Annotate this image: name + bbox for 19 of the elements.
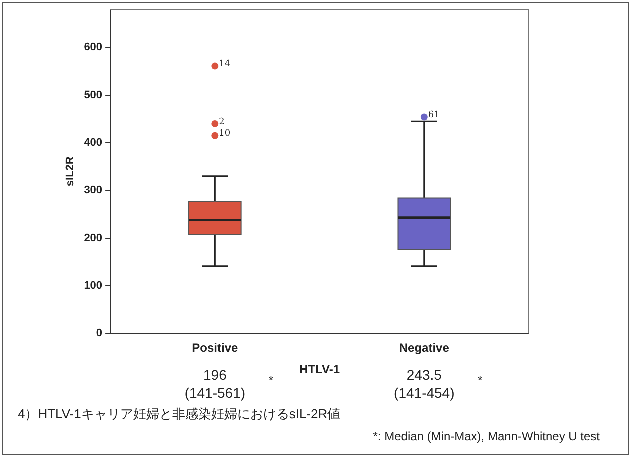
y-axis-title: sIL2R [64,156,77,187]
text: *: Median (Min-Max), Mann-Whitney U test [373,429,601,444]
x-axis-title: HTLV-1 [300,362,340,376]
x-tick-label: Positive [192,341,238,356]
y-tick-label: 100 [84,280,103,292]
y-tick-label: 300 [84,184,103,197]
y-tick-label: 600 [84,42,103,54]
y-tick-label: 400 [84,137,103,150]
annotation: 61 [428,110,440,121]
y-tick-label: 0 [96,328,103,340]
annotation: 2 [219,117,225,128]
annotation: 14 [219,60,231,70]
text: 196 (141-561) * [184,366,274,401]
x-tick-label: Negative [399,341,450,356]
y-tick-label: 500 [84,89,103,102]
text: 243.5 (141-454) * [394,366,483,401]
text: 4）HTLV-1キャリア妊婦と非感染妊婦におけるsIL-2R値 [18,406,341,422]
y-tick-label: 200 [84,232,103,244]
annotation: 10 [219,129,231,140]
